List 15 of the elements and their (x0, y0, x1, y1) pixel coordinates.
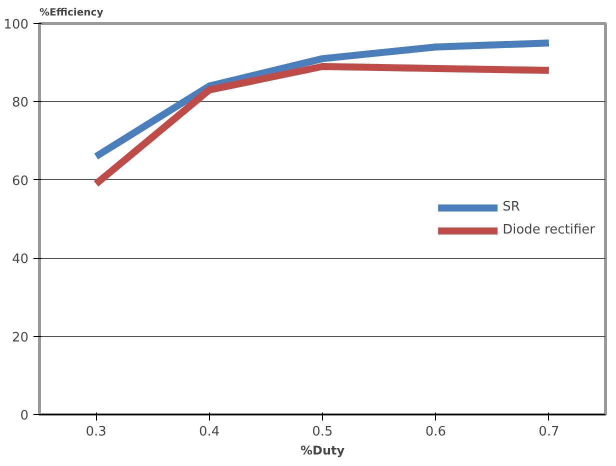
x-tick-label: 0.6 (425, 424, 446, 440)
x-axis-title: %Duty (300, 444, 345, 458)
x-tick-label: 0.3 (86, 424, 106, 440)
y-tick-label: 100 (4, 18, 29, 32)
y-tick-label: 60 (12, 174, 29, 189)
legend-label: Diode rectifier (502, 222, 595, 238)
y-tick-label: 0 (20, 408, 29, 424)
legend-label: SR (502, 200, 521, 214)
y-axis-title: %Efficiency (40, 8, 104, 18)
x-tick-label: 0.5 (312, 424, 333, 440)
y-tick-label: 20 (12, 330, 29, 346)
x-tick-label: 0.7 (538, 424, 560, 440)
y-tick-label: 80 (12, 96, 29, 111)
x-tick-label: 0.4 (198, 424, 220, 440)
y-tick-label: 40 (12, 252, 29, 268)
